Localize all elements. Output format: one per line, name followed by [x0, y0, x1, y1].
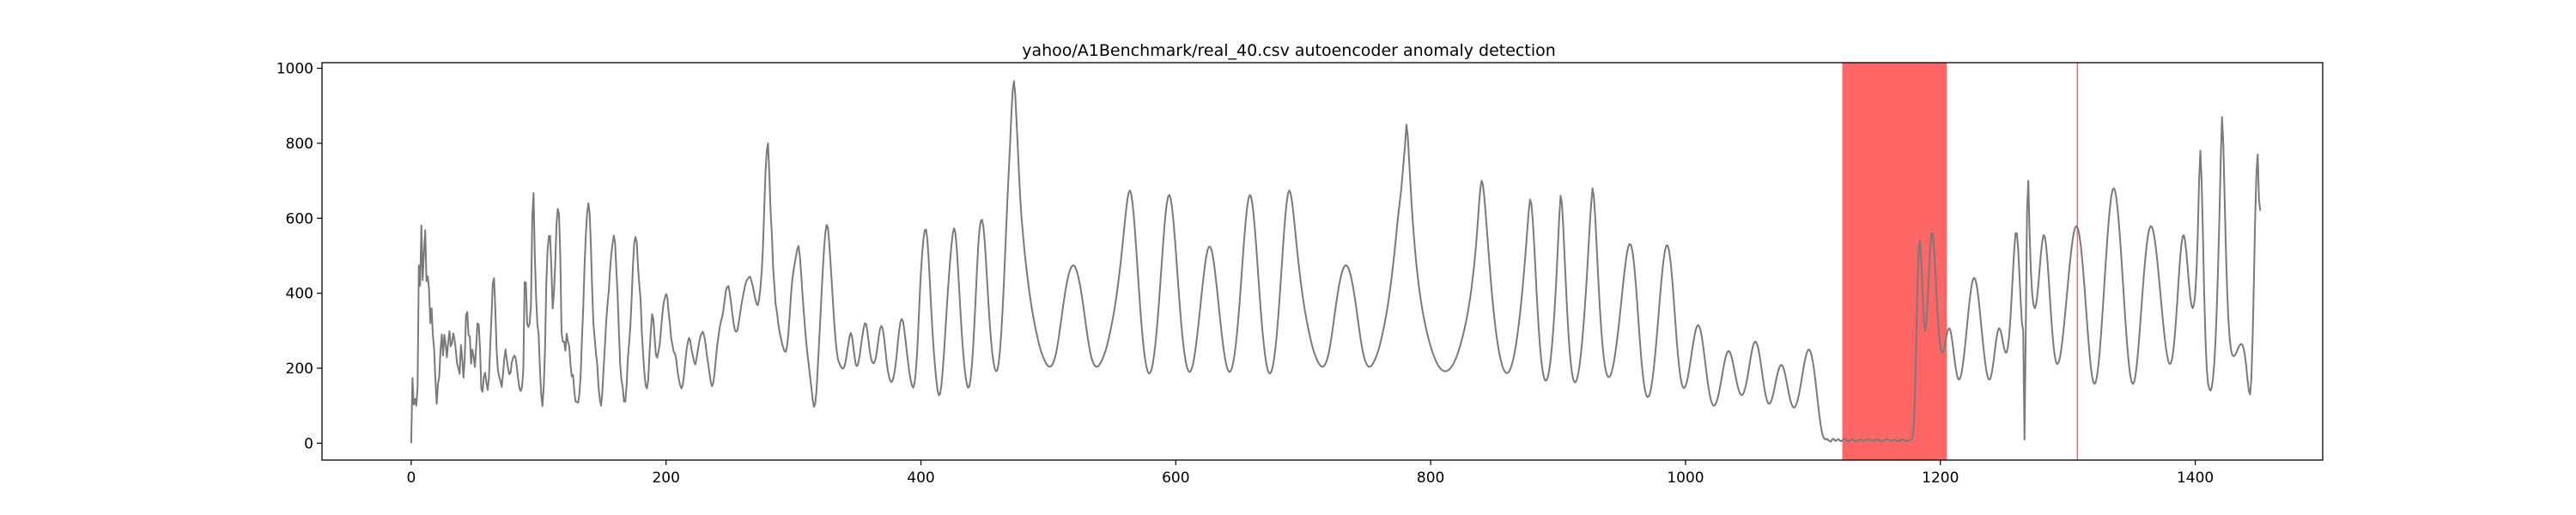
y-tick-label: 400	[286, 286, 313, 303]
y-axis: 0 200 400 600 800 1000	[276, 61, 322, 452]
x-tick-label: 600	[1162, 470, 1189, 487]
y-tick-label: 0	[304, 435, 313, 452]
x-tick-label: 0	[406, 470, 416, 487]
series-layer	[410, 80, 2262, 444]
x-tick-label: 200	[652, 470, 679, 487]
x-tick-label: 400	[907, 470, 934, 487]
series-line	[410, 80, 2262, 444]
y-tick-label: 600	[286, 210, 313, 227]
x-tick-label: 800	[1417, 470, 1444, 487]
y-tick-label: 800	[286, 136, 313, 153]
y-tick-label: 200	[286, 360, 313, 378]
x-tick-label: 1200	[1922, 470, 1959, 487]
chart-title: yahoo/A1Benchmark/real_40.csv autoencode…	[1022, 41, 1556, 60]
y-tick-label: 1000	[276, 61, 313, 78]
anomaly-span-0	[1842, 63, 1947, 460]
anomaly-span-1	[2076, 63, 2079, 460]
plot-area-frame	[321, 62, 2324, 461]
x-axis: 0 200 400 600 800 1000 1200 1400	[406, 460, 2214, 487]
x-tick-label: 1400	[2177, 470, 2214, 487]
x-tick-label: 1000	[1667, 470, 1704, 487]
